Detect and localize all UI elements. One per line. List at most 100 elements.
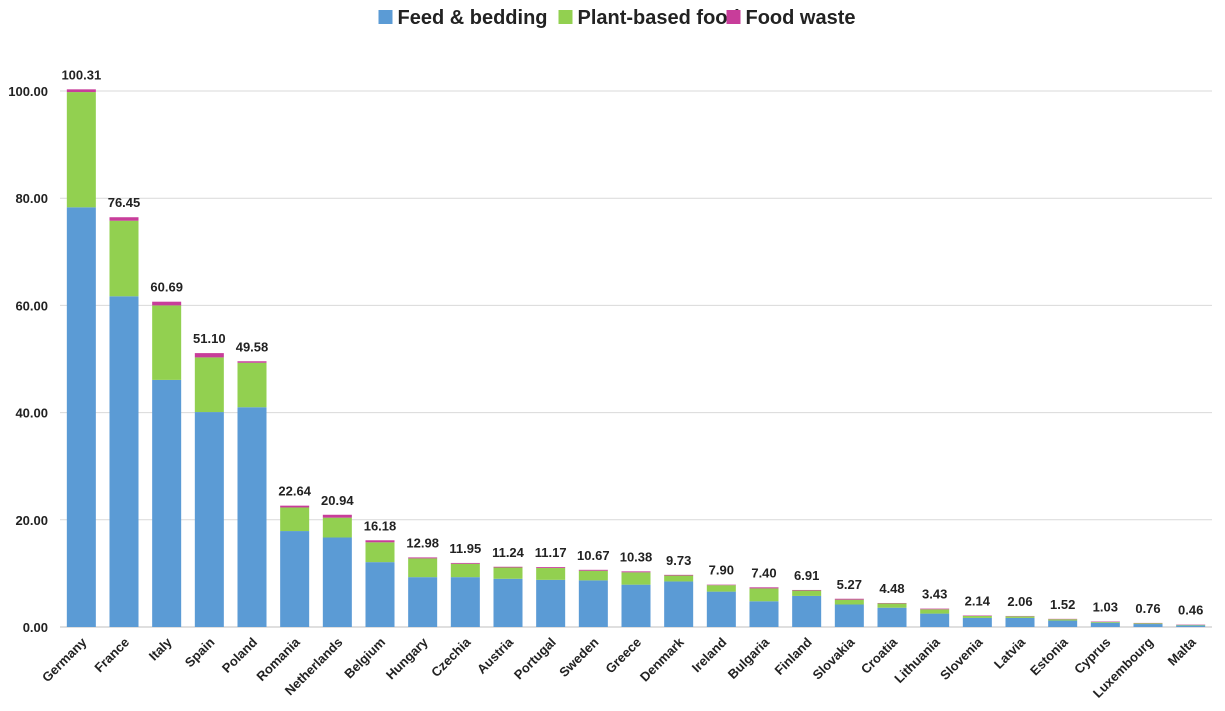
bar-stack-austria	[493, 566, 523, 627]
bar-stack-italy	[152, 301, 182, 627]
bar-segment-0	[834, 604, 864, 627]
bar-segment-2	[749, 587, 779, 589]
bar-segment-0	[1176, 625, 1206, 627]
total-label: 2.06	[1007, 594, 1032, 609]
bar-segment-2	[450, 562, 480, 564]
total-label: 1.03	[1093, 599, 1118, 614]
bar-stack-poland	[237, 361, 267, 627]
x-tick-label: Belgium	[341, 635, 388, 682]
bar-segment-0	[664, 581, 694, 627]
legend-label: Feed & bedding	[398, 7, 548, 29]
y-tick-label: 20.00	[15, 513, 48, 528]
total-label: 11.95	[449, 541, 481, 556]
bar-segment-1	[66, 92, 96, 208]
bar-segment-0	[194, 412, 224, 627]
total-label: 11.24	[492, 545, 525, 560]
bar-segment-2	[536, 567, 566, 569]
bar-segment-0	[450, 577, 480, 627]
x-tick-label: Spain	[182, 634, 218, 670]
legend-swatch	[726, 10, 741, 24]
gridlines	[60, 90, 1212, 628]
bar-segment-2	[621, 571, 651, 573]
bar-segment-1	[1005, 616, 1035, 618]
bar-segment-0	[493, 578, 523, 627]
bar-segment-0	[578, 580, 608, 627]
bar-segment-1	[408, 558, 438, 578]
x-tick-label: Czechia	[428, 634, 474, 680]
total-label: 2.14	[965, 594, 991, 609]
total-label: 51.10	[193, 331, 226, 346]
bar-stack-estonia	[1048, 618, 1078, 627]
legend-label: Plant-based food	[578, 7, 740, 29]
total-label: 11.17	[535, 545, 567, 560]
bar-stack-germany	[66, 89, 96, 627]
bar-segment-1	[834, 599, 864, 605]
bar-segment-1	[706, 585, 736, 592]
bar-segment-0	[1005, 617, 1035, 627]
x-tick-label: Malta	[1165, 634, 1200, 669]
total-label: 10.38	[620, 549, 653, 564]
x-tick-label: Slovenia	[937, 634, 986, 683]
bar-segment-1	[493, 567, 523, 579]
bar-stack-denmark	[664, 574, 694, 627]
bar-stack-slovakia	[834, 598, 864, 627]
bar-segment-0	[536, 579, 566, 627]
x-tick-label: Finland	[771, 634, 814, 677]
bar-stack-portugal	[536, 567, 566, 627]
bar-segment-0	[280, 531, 310, 627]
bar-segment-1	[536, 568, 566, 580]
bar-segment-1	[237, 362, 267, 408]
y-tick-label: 60.00	[15, 298, 48, 313]
x-tick-label: France	[91, 635, 132, 676]
bar-segment-1	[365, 542, 395, 563]
bar-stack-romania	[280, 505, 310, 627]
x-tick-label: Poland	[219, 634, 260, 675]
bar-stack-ireland	[706, 584, 736, 627]
x-tick-label: Italy	[146, 634, 176, 664]
bar-segment-2	[920, 608, 950, 610]
bar-segment-1	[792, 590, 822, 596]
bar-segment-0	[792, 595, 822, 627]
bar-segment-1	[664, 575, 694, 582]
y-tick-label: 0.00	[23, 620, 48, 635]
bar-segment-2	[834, 598, 864, 600]
bar-segment-0	[706, 591, 736, 627]
legend-item-2: Food waste	[726, 7, 856, 29]
total-label: 6.91	[794, 568, 819, 583]
bar-stack-cyprus	[1090, 621, 1120, 627]
total-label: 10.67	[577, 548, 610, 563]
bar-stack-latvia	[1005, 615, 1035, 627]
total-label: 5.27	[837, 577, 862, 592]
bar-segment-2	[280, 505, 310, 508]
total-label: 9.73	[666, 553, 691, 568]
bar-segment-2	[408, 557, 438, 559]
bar-stack-sweden	[578, 569, 608, 627]
bar-segment-2	[706, 584, 736, 586]
y-tick-label: 100.00	[8, 84, 48, 99]
x-tick-label: Austria	[474, 634, 517, 677]
bar-segment-0	[920, 613, 950, 627]
x-tick-label: Cyprus	[1071, 635, 1113, 677]
y-axis: 0.00 20.00 40.00 60.00 80.00 100.00	[8, 84, 48, 635]
bar-stack-slovenia	[962, 615, 992, 627]
bar-segment-1	[322, 517, 352, 538]
bar-segment-0	[322, 537, 352, 627]
x-tick-label: Denmark	[637, 634, 687, 684]
bar-segment-2	[664, 574, 694, 576]
bar-segment-1	[1133, 623, 1163, 625]
total-label: 1.52	[1050, 597, 1075, 612]
bar-segment-2	[66, 89, 96, 93]
total-label: 20.94	[321, 493, 354, 508]
bar-segment-2	[109, 217, 139, 221]
y-tick-label: 80.00	[15, 191, 48, 206]
bar-stack-france	[109, 217, 139, 627]
total-label: 7.40	[751, 565, 776, 580]
legend-swatch	[558, 10, 573, 24]
bar-segment-0	[66, 207, 96, 627]
legend-item-0: Feed & bedding	[378, 7, 548, 29]
bar-segment-1	[920, 609, 950, 614]
bar-segment-1	[194, 357, 224, 413]
bar-stack-croatia	[877, 602, 907, 627]
total-label: 76.45	[108, 195, 141, 210]
